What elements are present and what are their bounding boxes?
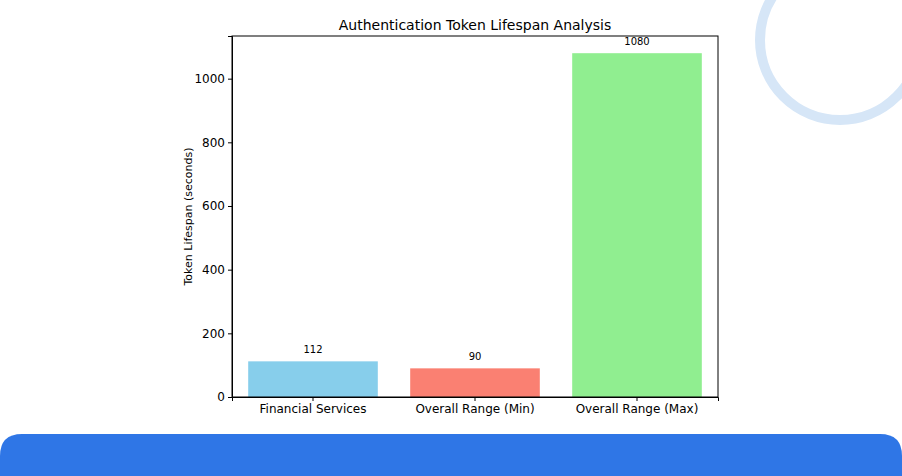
y-tick-mark <box>228 270 232 271</box>
x-tick-mark <box>637 397 638 401</box>
y-tick: 600 <box>202 199 232 213</box>
bar <box>248 361 378 397</box>
y-tick: 0 <box>217 390 232 404</box>
x-tick-mark <box>475 397 476 401</box>
x-tick-label: Overall Range (Min) <box>415 402 534 416</box>
y-tick-mark <box>228 79 232 80</box>
y-tick-label: 400 <box>202 263 225 277</box>
y-tick-label: 1000 <box>194 72 225 86</box>
y-tick-label: 600 <box>202 199 225 213</box>
y-tick-mark <box>228 333 232 334</box>
footer-band <box>0 434 902 476</box>
y-tick-label: 200 <box>202 327 225 341</box>
y-tick: 800 <box>202 136 232 150</box>
y-tick-mark <box>228 206 232 207</box>
y-tick-label: 800 <box>202 136 225 150</box>
x-tick: Financial Services <box>260 397 367 416</box>
data-label: 112 <box>303 344 322 355</box>
y-tick: 400 <box>202 263 232 277</box>
x-axis-line <box>233 398 719 402</box>
x-tick-mark <box>313 397 314 401</box>
y-tick: 200 <box>202 327 232 341</box>
bar <box>410 368 540 397</box>
decoration-ring <box>760 0 902 120</box>
decoration <box>0 0 902 476</box>
y-tick-mark <box>228 397 232 398</box>
y-tick-mark <box>228 142 232 143</box>
y-axis-title: Token Lifespan (seconds) <box>182 147 195 286</box>
plot-frame <box>232 36 718 397</box>
bars <box>248 53 702 397</box>
x-axis: Financial Services Overall Range (Min) Ove… <box>233 397 719 416</box>
y-axis-line <box>228 37 233 398</box>
y-tick: 1000 <box>194 72 232 86</box>
x-tick-label: Overall Range (Max) <box>576 402 699 416</box>
data-label: 1080 <box>624 36 649 47</box>
y-tick-label: 0 <box>217 390 225 404</box>
x-tick: Overall Range (Min) <box>415 397 534 416</box>
bar <box>572 53 702 397</box>
chart-title: Authentication Token Lifespan Analysis <box>339 17 612 33</box>
y-axis: 0 200 400 600 800 1000 <box>194 37 232 405</box>
x-tick: Overall Range (Max) <box>576 397 699 416</box>
data-label: 90 <box>469 351 482 362</box>
data-labels: 112 90 1080 <box>303 36 649 362</box>
x-tick-label: Financial Services <box>260 402 367 416</box>
